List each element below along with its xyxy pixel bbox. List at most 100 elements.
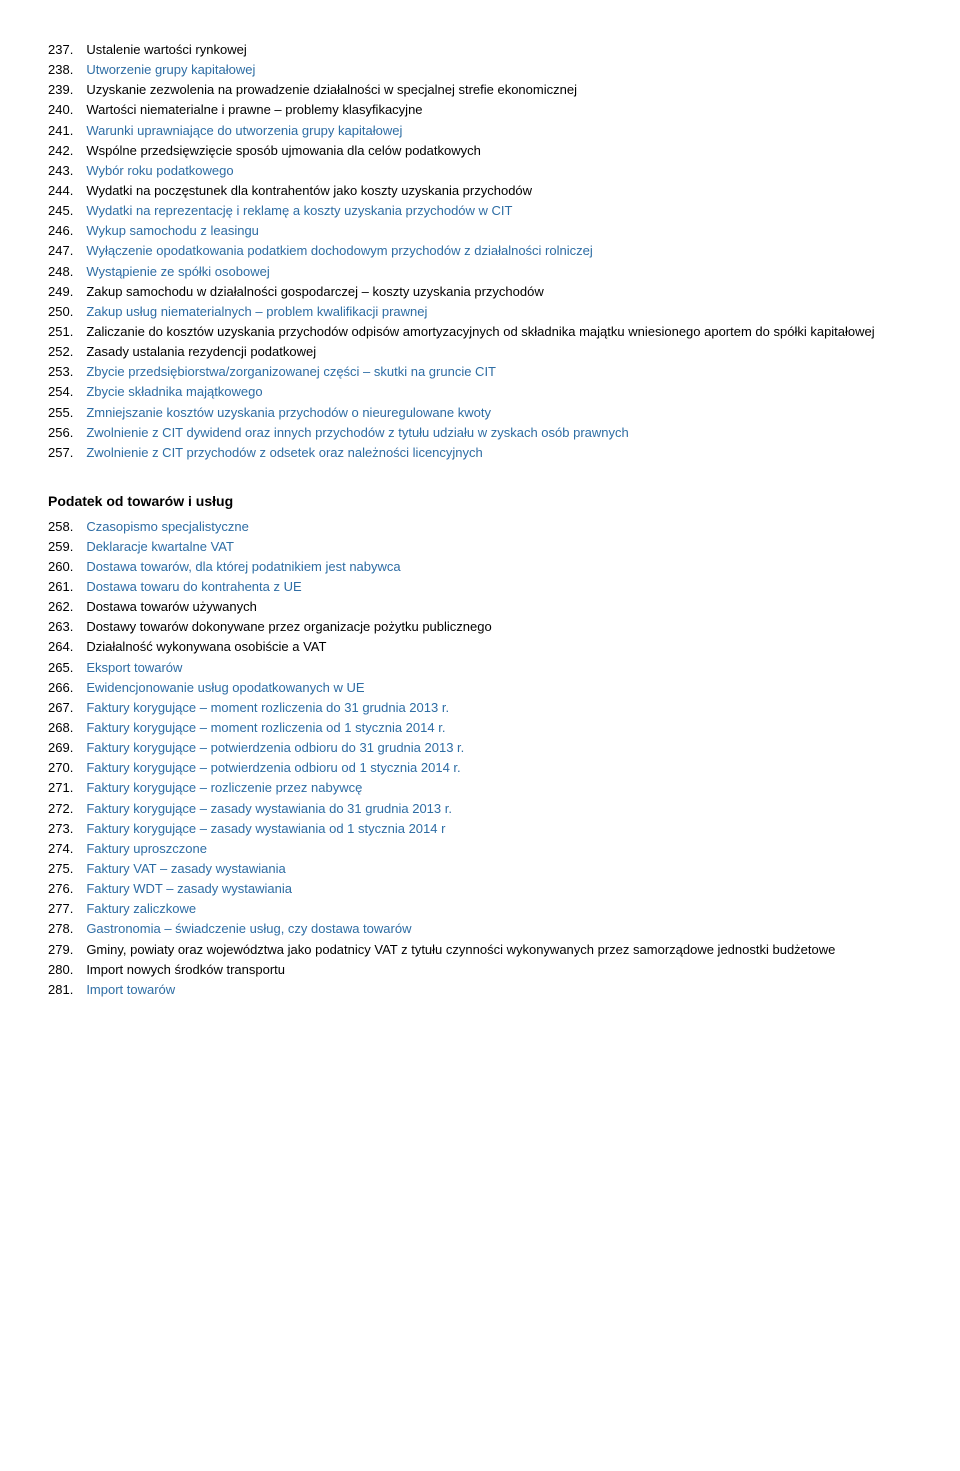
list-item: 279. Gminy, powiaty oraz województwa jak… xyxy=(48,940,912,960)
item-text: Dostawa towarów używanych xyxy=(86,599,257,614)
item-number: 238. xyxy=(48,62,73,77)
list-item: 261. Dostawa towaru do kontrahenta z UE xyxy=(48,577,912,597)
item-text: Wartości niematerialne i prawne – proble… xyxy=(86,102,422,117)
item-number: 275. xyxy=(48,861,73,876)
list-item: 241. Warunki uprawniające do utworzenia … xyxy=(48,121,912,141)
item-number: 274. xyxy=(48,841,73,856)
item-number: 252. xyxy=(48,344,73,359)
item-text: Faktury korygujące – potwierdzenia odbio… xyxy=(86,740,464,755)
list-item: 248. Wystąpienie ze spółki osobowej xyxy=(48,262,912,282)
item-text: Zbycie przedsiębiorstwa/zorganizowanej c… xyxy=(86,364,496,379)
item-text: Deklaracje kwartalne VAT xyxy=(86,539,234,554)
item-text: Wspólne przedsięwzięcie sposób ujmowania… xyxy=(86,143,481,158)
item-text: Faktury korygujące – rozliczenie przez n… xyxy=(86,780,362,795)
item-number: 279. xyxy=(48,942,73,957)
list-item: 264. Działalność wykonywana osobiście a … xyxy=(48,637,912,657)
item-number: 271. xyxy=(48,780,73,795)
item-text: Wyłączenie opodatkowania podatkiem docho… xyxy=(86,243,592,258)
item-number: 266. xyxy=(48,680,73,695)
list-item: 270. Faktury korygujące – potwierdzenia … xyxy=(48,758,912,778)
item-number: 259. xyxy=(48,539,73,554)
item-text: Faktury korygujące – zasady wystawiania … xyxy=(86,821,445,836)
list-item: 275. Faktury VAT – zasady wystawiania xyxy=(48,859,912,879)
item-text: Wykup samochodu z leasingu xyxy=(86,223,259,238)
list-item: 281. Import towarów xyxy=(48,980,912,1000)
item-text: Gminy, powiaty oraz województwa jako pod… xyxy=(86,942,835,957)
item-number: 261. xyxy=(48,579,73,594)
item-text: Ustalenie wartości rynkowej xyxy=(86,42,246,57)
item-text: Dostawa towaru do kontrahenta z UE xyxy=(86,579,301,594)
list-item: 260. Dostawa towarów, dla której podatni… xyxy=(48,557,912,577)
list-item: 240. Wartości niematerialne i prawne – p… xyxy=(48,100,912,120)
item-text: Dostawy towarów dokonywane przez organiz… xyxy=(86,619,491,634)
item-text: Dostawa towarów, dla której podatnikiem … xyxy=(86,559,400,574)
list-item: 256. Zwolnienie z CIT dywidend oraz inny… xyxy=(48,423,912,443)
item-text: Eksport towarów xyxy=(86,660,182,675)
list-item: 250. Zakup usług niematerialnych – probl… xyxy=(48,302,912,322)
item-text: Działalność wykonywana osobiście a VAT xyxy=(86,639,326,654)
item-text: Faktury korygujące – potwierdzenia odbio… xyxy=(86,760,460,775)
item-number: 278. xyxy=(48,921,73,936)
item-text: Zbycie składnika majątkowego xyxy=(86,384,262,399)
item-number: 281. xyxy=(48,982,73,997)
list-item: 259. Deklaracje kwartalne VAT xyxy=(48,537,912,557)
item-number: 276. xyxy=(48,881,73,896)
item-text: Zaliczanie do kosztów uzyskania przychod… xyxy=(86,324,874,339)
item-text: Zwolnienie z CIT dywidend oraz innych pr… xyxy=(86,425,628,440)
item-text: Ewidencjonowanie usług opodatkowanych w … xyxy=(86,680,364,695)
item-number: 250. xyxy=(48,304,73,319)
list-item: 266. Ewidencjonowanie usług opodatkowany… xyxy=(48,678,912,698)
item-text: Utworzenie grupy kapitałowej xyxy=(86,62,255,77)
item-text: Warunki uprawniające do utworzenia grupy… xyxy=(86,123,402,138)
item-number: 263. xyxy=(48,619,73,634)
item-number: 246. xyxy=(48,223,73,238)
item-number: 272. xyxy=(48,801,73,816)
item-number: 269. xyxy=(48,740,73,755)
item-text: Zwolnienie z CIT przychodów z odsetek or… xyxy=(86,445,482,460)
list-item: 252. Zasady ustalania rezydencji podatko… xyxy=(48,342,912,362)
item-text: Faktury uproszczone xyxy=(86,841,207,856)
item-number: 264. xyxy=(48,639,73,654)
item-number: 273. xyxy=(48,821,73,836)
item-number: 277. xyxy=(48,901,73,916)
item-number: 267. xyxy=(48,700,73,715)
item-number: 270. xyxy=(48,760,73,775)
item-text: Czasopismo specjalistyczne xyxy=(86,519,249,534)
list-item: 273. Faktury korygujące – zasady wystawi… xyxy=(48,819,912,839)
item-number: 253. xyxy=(48,364,73,379)
item-number: 257. xyxy=(48,445,73,460)
item-number: 258. xyxy=(48,519,73,534)
item-text: Import towarów xyxy=(86,982,175,997)
item-number: 260. xyxy=(48,559,73,574)
item-text: Faktury WDT – zasady wystawiania xyxy=(86,881,292,896)
item-text: Faktury VAT – zasady wystawiania xyxy=(86,861,285,876)
list-item: 238. Utworzenie grupy kapitałowej xyxy=(48,60,912,80)
item-number: 237. xyxy=(48,42,73,57)
item-number: 242. xyxy=(48,143,73,158)
list-item: 263. Dostawy towarów dokonywane przez or… xyxy=(48,617,912,637)
item-text: Faktury korygujące – moment rozliczenia … xyxy=(86,700,449,715)
list-item: 245. Wydatki na reprezentację i reklamę … xyxy=(48,201,912,221)
list-item: 278. Gastronomia – świadczenie usług, cz… xyxy=(48,919,912,939)
list-item: 269. Faktury korygujące – potwierdzenia … xyxy=(48,738,912,758)
item-number: 249. xyxy=(48,284,73,299)
list-item: 242. Wspólne przedsięwzięcie sposób ujmo… xyxy=(48,141,912,161)
numbered-list-2: 258. Czasopismo specjalistyczne 259. Dekl… xyxy=(48,517,912,1000)
item-text: Zakup usług niematerialnych – problem kw… xyxy=(86,304,427,319)
list-item: 246. Wykup samochodu z leasingu xyxy=(48,221,912,241)
list-item: 249. Zakup samochodu w działalności gosp… xyxy=(48,282,912,302)
list-item: 247. Wyłączenie opodatkowania podatkiem … xyxy=(48,241,912,261)
list-item: 243. Wybór roku podatkowego xyxy=(48,161,912,181)
list-item: 277. Faktury zaliczkowe xyxy=(48,899,912,919)
section-title: Podatek od towarów i usług xyxy=(48,491,912,513)
item-number: 265. xyxy=(48,660,73,675)
item-number: 251. xyxy=(48,324,73,339)
item-number: 254. xyxy=(48,384,73,399)
item-text: Zmniejszanie kosztów uzyskania przychodó… xyxy=(86,405,491,420)
item-number: 268. xyxy=(48,720,73,735)
list-item: 239. Uzyskanie zezwolenia na prowadzenie… xyxy=(48,80,912,100)
item-number: 247. xyxy=(48,243,73,258)
item-text: Uzyskanie zezwolenia na prowadzenie dzia… xyxy=(86,82,577,97)
list-item: 268. Faktury korygujące – moment rozlicz… xyxy=(48,718,912,738)
item-number: 262. xyxy=(48,599,73,614)
